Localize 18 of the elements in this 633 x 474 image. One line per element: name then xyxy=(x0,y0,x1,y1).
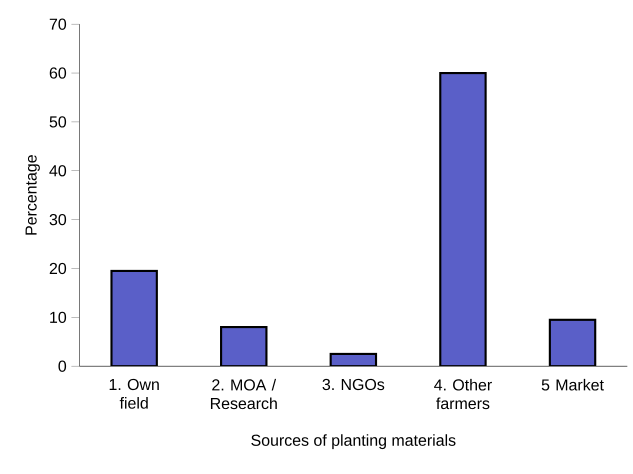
x-tick-label: 3. NGOs xyxy=(322,378,384,390)
bar xyxy=(439,72,487,366)
y-tick-label: 20 xyxy=(50,262,66,274)
x-tick-label: 5 Market xyxy=(542,378,604,391)
y-tick-label: 40 xyxy=(49,165,66,176)
x-tick-label: 4. Other farmers xyxy=(434,378,492,410)
y-tick-label: 60 xyxy=(50,67,66,79)
y-axis-title: Percentage xyxy=(26,155,40,235)
bar xyxy=(220,326,268,366)
y-tick-label: 50 xyxy=(50,116,66,128)
y-tick-label: 0 xyxy=(58,360,66,372)
y-tick-label: 10 xyxy=(50,312,66,324)
bar xyxy=(548,318,596,366)
x-axis-title: Sources of planting materials xyxy=(251,434,456,450)
x-tick-label: 1. Own field xyxy=(110,378,159,409)
y-tick-label: 70 xyxy=(50,18,66,30)
y-tick-label: 30 xyxy=(50,214,66,226)
x-tick-label: 2. MOA / Research xyxy=(210,378,277,410)
